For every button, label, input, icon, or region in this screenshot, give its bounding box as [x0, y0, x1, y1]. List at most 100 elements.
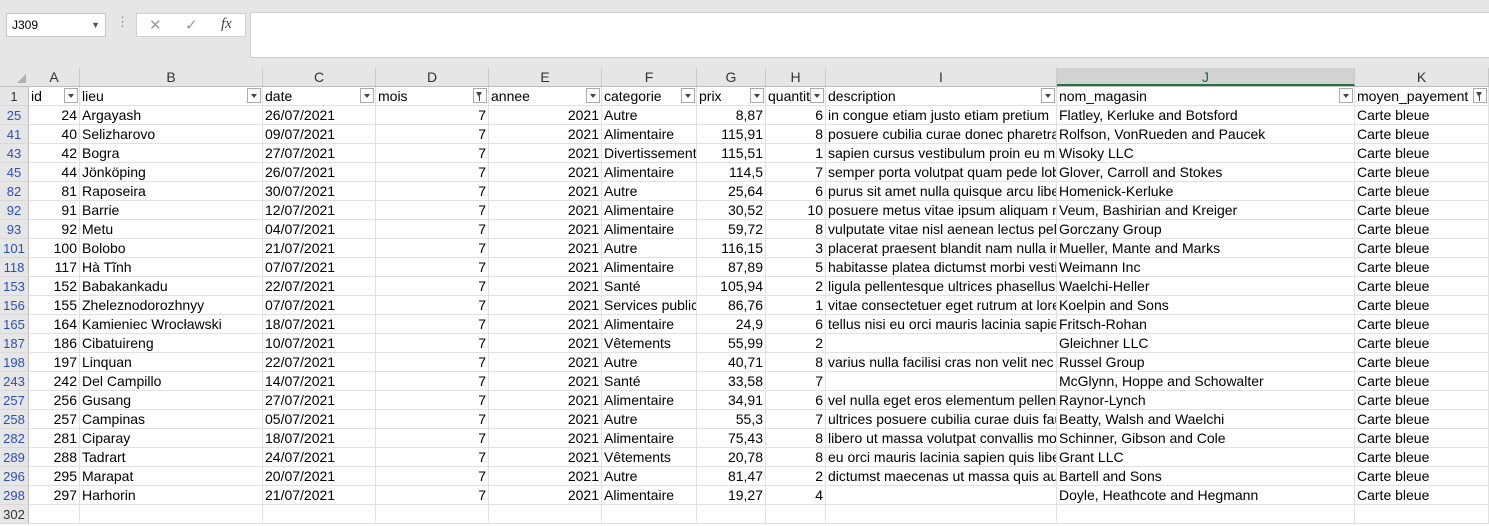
- column-header-k[interactable]: K: [1355, 68, 1489, 86]
- cell-empty[interactable]: [1355, 505, 1489, 524]
- cell-lieu[interactable]: Babakankadu: [80, 277, 263, 296]
- cell-id[interactable]: 44: [29, 163, 80, 182]
- cell-id[interactable]: 40: [29, 125, 80, 144]
- cell-id[interactable]: 81: [29, 182, 80, 201]
- cell-quantite[interactable]: 3: [766, 239, 826, 258]
- cell-id[interactable]: 242: [29, 372, 80, 391]
- cell-description[interactable]: sapien cursus vestibulum proin eu mi: [826, 144, 1057, 163]
- cell-nom-magasin[interactable]: Raynor-Lynch: [1057, 391, 1355, 410]
- cell-categorie[interactable]: Divertissement: [602, 144, 697, 163]
- cell-annee[interactable]: 2021: [489, 296, 602, 315]
- cell-id[interactable]: 295: [29, 467, 80, 486]
- cell-lieu[interactable]: Tadrart: [80, 448, 263, 467]
- cell-nom-magasin[interactable]: Flatley, Kerluke and Botsford: [1057, 106, 1355, 125]
- cell-date[interactable]: 20/07/2021: [263, 467, 376, 486]
- column-header-b[interactable]: B: [80, 68, 263, 86]
- cell-description[interactable]: purus sit amet nulla quisque arcu libero: [826, 182, 1057, 201]
- filter-dropdown-icon[interactable]: [681, 88, 695, 103]
- cell-moyen-payement[interactable]: Carte bleue: [1355, 353, 1489, 372]
- row-number[interactable]: 198: [0, 353, 29, 372]
- row-number[interactable]: 298: [0, 486, 29, 505]
- cell-moyen-payement[interactable]: Carte bleue: [1355, 315, 1489, 334]
- cell-mois[interactable]: 7: [376, 125, 489, 144]
- cell-lieu[interactable]: Kamieniec Wrocławski: [80, 315, 263, 334]
- header-cell-annee[interactable]: annee: [489, 87, 602, 106]
- cell-prix[interactable]: 20,78: [697, 448, 766, 467]
- cell-id[interactable]: 100: [29, 239, 80, 258]
- cell-mois[interactable]: 7: [376, 410, 489, 429]
- cell-mois[interactable]: 7: [376, 258, 489, 277]
- cell-date[interactable]: 22/07/2021: [263, 353, 376, 372]
- header-cell-nom-magasin[interactable]: nom_magasin: [1057, 87, 1355, 106]
- cell-quantite[interactable]: 6: [766, 106, 826, 125]
- cell-empty[interactable]: [697, 505, 766, 524]
- column-header-g[interactable]: G: [697, 68, 766, 86]
- cell-lieu[interactable]: Cibatuireng: [80, 334, 263, 353]
- row-number[interactable]: 82: [0, 182, 29, 201]
- cell-description[interactable]: semper porta volutpat quam pede lobortis: [826, 163, 1057, 182]
- row-number[interactable]: 92: [0, 201, 29, 220]
- cell-moyen-payement[interactable]: Carte bleue: [1355, 201, 1489, 220]
- cell-categorie[interactable]: Autre: [602, 106, 697, 125]
- name-box[interactable]: J309 ▼: [6, 13, 106, 37]
- cell-mois[interactable]: 7: [376, 144, 489, 163]
- cell-moyen-payement[interactable]: Carte bleue: [1355, 163, 1489, 182]
- cell-date[interactable]: 26/07/2021: [263, 106, 376, 125]
- cell-lieu[interactable]: Bogra: [80, 144, 263, 163]
- cell-annee[interactable]: 2021: [489, 391, 602, 410]
- cell-mois[interactable]: 7: [376, 277, 489, 296]
- cell-empty[interactable]: [489, 505, 602, 524]
- cell-annee[interactable]: 2021: [489, 467, 602, 486]
- cell-quantite[interactable]: 8: [766, 220, 826, 239]
- cell-moyen-payement[interactable]: Carte bleue: [1355, 125, 1489, 144]
- cell-annee[interactable]: 2021: [489, 125, 602, 144]
- cell-date[interactable]: 09/07/2021: [263, 125, 376, 144]
- cell-moyen-payement[interactable]: Carte bleue: [1355, 429, 1489, 448]
- row-number[interactable]: 1: [0, 87, 29, 106]
- cell-lieu[interactable]: Metu: [80, 220, 263, 239]
- cell-mois[interactable]: 7: [376, 448, 489, 467]
- filter-dropdown-icon[interactable]: [586, 88, 600, 103]
- cell-date[interactable]: 14/07/2021: [263, 372, 376, 391]
- cell-lieu[interactable]: Raposeira: [80, 182, 263, 201]
- cell-id[interactable]: 42: [29, 144, 80, 163]
- cell-prix[interactable]: 87,89: [697, 258, 766, 277]
- cell-annee[interactable]: 2021: [489, 334, 602, 353]
- cell-moyen-payement[interactable]: Carte bleue: [1355, 239, 1489, 258]
- cell-description[interactable]: ligula pellentesque ultrices phasellus i…: [826, 277, 1057, 296]
- cell-prix[interactable]: 105,94: [697, 277, 766, 296]
- column-header-e[interactable]: E: [489, 68, 602, 86]
- cell-date[interactable]: 07/07/2021: [263, 258, 376, 277]
- cell-id[interactable]: 91: [29, 201, 80, 220]
- cell-quantite[interactable]: 1: [766, 144, 826, 163]
- cell-lieu[interactable]: Del Campillo: [80, 372, 263, 391]
- cell-lieu[interactable]: Selizharovo: [80, 125, 263, 144]
- cell-moyen-payement[interactable]: Carte bleue: [1355, 258, 1489, 277]
- cell-empty[interactable]: [602, 505, 697, 524]
- cell-nom-magasin[interactable]: Weimann Inc: [1057, 258, 1355, 277]
- cell-categorie[interactable]: Alimentaire: [602, 258, 697, 277]
- cell-prix[interactable]: 81,47: [697, 467, 766, 486]
- cell-nom-magasin[interactable]: Russel Group: [1057, 353, 1355, 372]
- cell-mois[interactable]: 7: [376, 220, 489, 239]
- header-cell-mois[interactable]: mois: [376, 87, 489, 106]
- cell-categorie[interactable]: Alimentaire: [602, 429, 697, 448]
- cell-empty[interactable]: [826, 505, 1057, 524]
- header-cell-description[interactable]: description: [826, 87, 1057, 106]
- cell-quantite[interactable]: 7: [766, 163, 826, 182]
- cell-date[interactable]: 26/07/2021: [263, 163, 376, 182]
- cell-description[interactable]: tellus nisi eu orci mauris lacinia sapie…: [826, 315, 1057, 334]
- cell-mois[interactable]: 7: [376, 467, 489, 486]
- cell-description[interactable]: [826, 372, 1057, 391]
- cell-mois[interactable]: 7: [376, 353, 489, 372]
- cell-annee[interactable]: 2021: [489, 410, 602, 429]
- row-number[interactable]: 302: [0, 505, 29, 524]
- cell-prix[interactable]: 40,71: [697, 353, 766, 372]
- cell-description[interactable]: ultrices posuere cubilia curae duis fauc…: [826, 410, 1057, 429]
- row-number[interactable]: 282: [0, 429, 29, 448]
- cell-date[interactable]: 18/07/2021: [263, 429, 376, 448]
- cell-nom-magasin[interactable]: Veum, Bashirian and Kreiger: [1057, 201, 1355, 220]
- cell-date[interactable]: 22/07/2021: [263, 277, 376, 296]
- cell-description[interactable]: posuere cubilia curae donec pharetra: [826, 125, 1057, 144]
- cell-empty[interactable]: [376, 505, 489, 524]
